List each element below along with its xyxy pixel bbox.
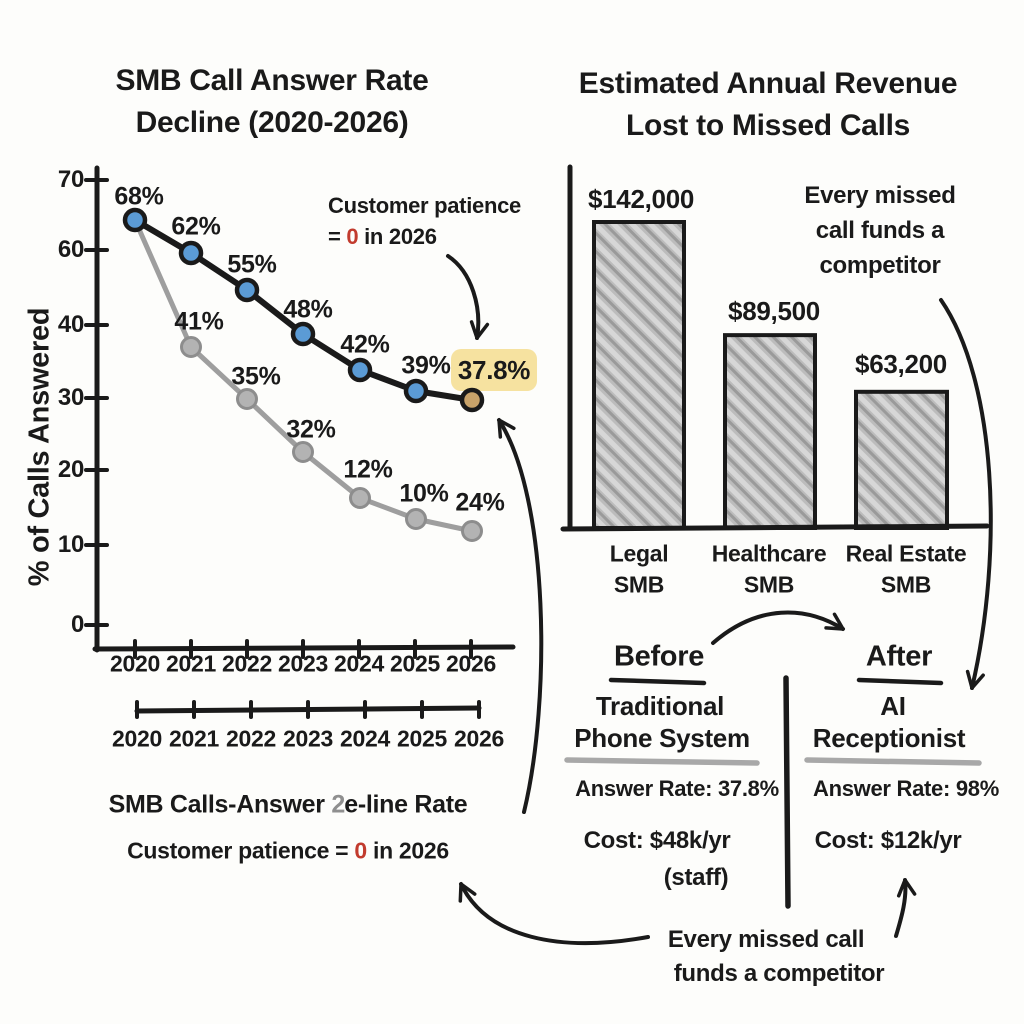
caption2-zero: 0 <box>354 837 367 864</box>
x-tick-label: 2023 <box>278 650 328 677</box>
y-tick-label: 20 <box>57 456 84 483</box>
patience-annotation-line2: = 0 in 2026 <box>328 226 437 248</box>
x-tick-label-secondary: 2021 <box>169 725 219 752</box>
bar-annotation-line2: call funds a <box>815 217 945 244</box>
data-point-label-gray: 32% <box>286 415 336 444</box>
after-answer-rate: Answer Rate: 98% <box>813 776 999 801</box>
bar-annotation-line3: competitor <box>819 252 941 279</box>
data-point-label-gray: 24% <box>455 488 505 517</box>
bar-category-label: SMB <box>880 571 932 598</box>
caption-post: e-line Rate <box>344 790 468 819</box>
right-chart-title-line2: Lost to Missed Calls <box>625 109 911 142</box>
patience-annotation-line1: Customer patience <box>328 193 521 218</box>
data-point-label-gray: 35% <box>231 362 281 391</box>
bar-category-label: Legal <box>609 540 669 567</box>
footer-annotation-line1: Every missed call <box>667 926 865 953</box>
x-tick-label: 2024 <box>334 650 384 677</box>
before-cost-note: (staff) <box>663 864 729 891</box>
left-chart-title-line1: SMB Call Answer Rate <box>115 64 429 97</box>
x-tick-label-secondary: 2022 <box>226 725 276 752</box>
x-tick-label: 2025 <box>390 650 440 677</box>
after-heading-line2: Receptionist <box>812 723 966 753</box>
x-tick-label-secondary: 2025 <box>397 725 447 752</box>
patience-annotation-zero: 0 <box>346 224 359 249</box>
left-chart-title-line2: Decline (2020-2026) <box>135 106 409 139</box>
right-chart-title-line1: Estimated Annual Revenue <box>578 67 958 100</box>
x-tick-label-secondary: 2026 <box>454 725 504 752</box>
bar-annotation-line1: Every missed <box>804 182 956 209</box>
bar-value-label: $142,000 <box>587 184 695 214</box>
y-axis-label: % of Calls Answered <box>23 307 56 587</box>
data-point-label-gray: 10% <box>399 479 449 508</box>
caption2-post: in 2026 <box>366 837 449 864</box>
before-heading-line2: Phone System <box>574 723 750 753</box>
y-tick-label: 40 <box>57 311 84 338</box>
y-tick-label: 30 <box>57 384 84 411</box>
bar-category-label: Real Estate <box>845 540 967 567</box>
bar-value-label: $63,200 <box>855 349 947 379</box>
data-point-label: 39% <box>401 351 451 380</box>
patience-annotation-eq: = <box>328 224 347 249</box>
caption2-pre: Customer patience = <box>127 837 355 864</box>
x-tick-label: 2021 <box>166 650 216 677</box>
data-point-label-gray: 12% <box>343 455 393 484</box>
data-point-label: 48% <box>283 295 333 324</box>
before-heading-line1: Traditional <box>595 691 725 721</box>
caption-pre: SMB Calls-Answer <box>108 790 332 819</box>
left-chart-caption-patience: Customer patience = 0 in 2026 <box>127 837 449 864</box>
after-cost: Cost: $12k/yr <box>814 827 962 854</box>
y-tick-label: 70 <box>57 166 84 193</box>
y-tick-label: 60 <box>57 236 84 263</box>
data-point-label: 55% <box>227 250 277 279</box>
after-label: After <box>865 640 933 673</box>
y-tick-label: 0 <box>70 611 84 638</box>
before-answer-rate: Answer Rate: 37.8% <box>575 776 779 801</box>
left-chart-caption: SMB Calls-Answer 2e-line Rate <box>108 790 468 819</box>
x-tick-label-secondary: 2024 <box>340 725 390 752</box>
before-label: Before <box>613 640 705 673</box>
data-point-label-gray: 41% <box>174 307 224 336</box>
x-tick-label: 2020 <box>110 650 160 677</box>
bar-value-label: $89,500 <box>728 296 820 326</box>
before-cost: Cost: $48k/yr <box>583 827 731 854</box>
footer-annotation-line2: funds a competitor <box>673 960 885 987</box>
x-tick-label: 2026 <box>446 650 496 677</box>
data-point-label: 42% <box>340 330 390 359</box>
bar-category-label: Healthcare <box>711 540 827 567</box>
x-tick-label-secondary: 2020 <box>112 725 162 752</box>
caption-smudge: 2 <box>331 790 345 819</box>
data-point-label: 68% <box>114 182 164 211</box>
bar-category-label: SMB <box>743 571 795 598</box>
data-point-label: 62% <box>171 212 221 241</box>
x-tick-label-secondary: 2023 <box>283 725 333 752</box>
x-tick-label: 2022 <box>222 650 272 677</box>
after-heading-line1: AI <box>880 691 906 721</box>
highlighted-value-label: 37.8% <box>457 355 531 385</box>
bar-category-label: SMB <box>613 571 665 598</box>
patience-annotation-year: in 2026 <box>358 224 437 249</box>
y-tick-label: 10 <box>57 531 84 558</box>
